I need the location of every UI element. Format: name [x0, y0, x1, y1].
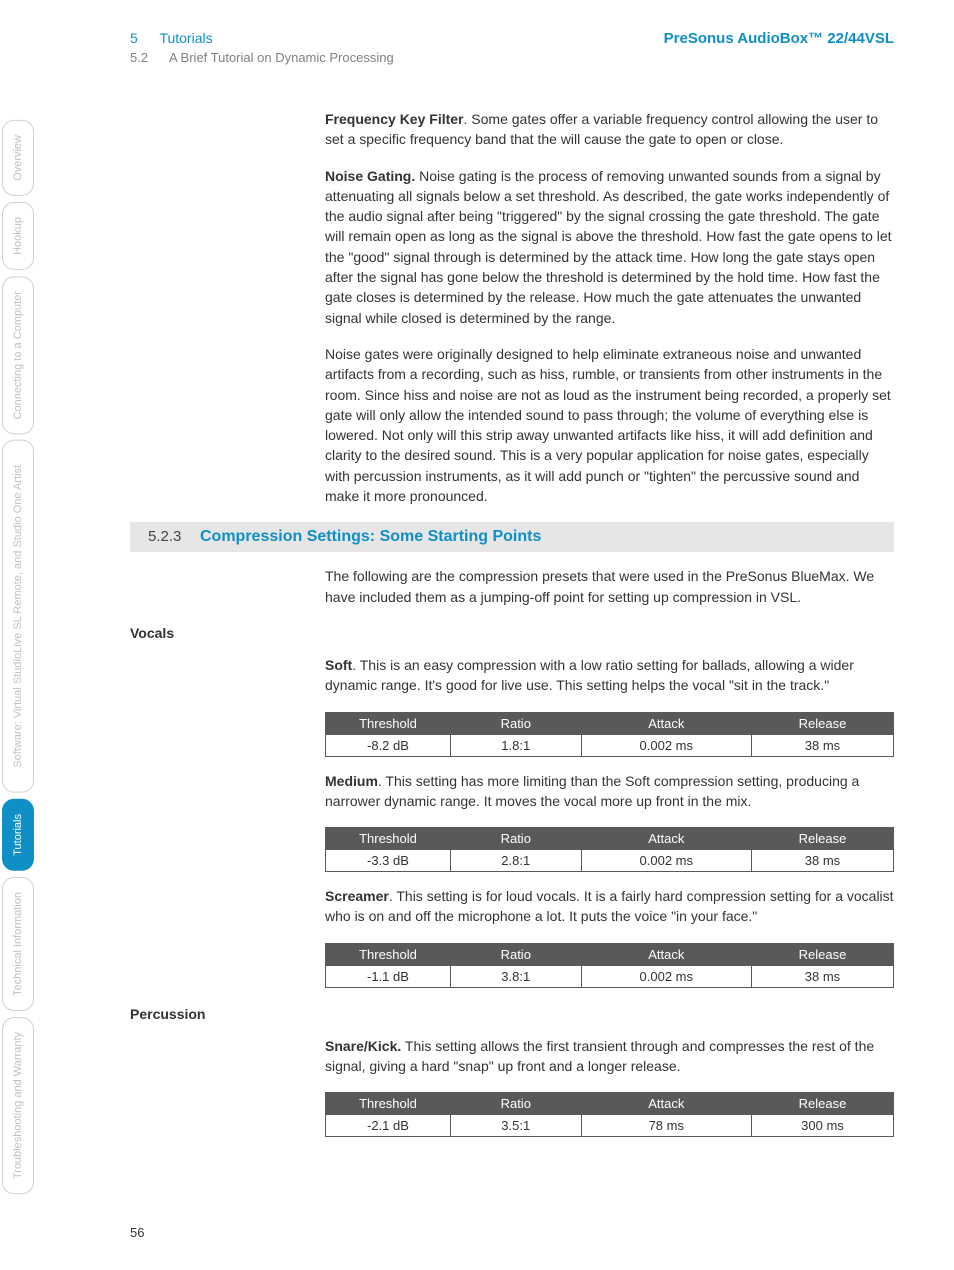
cell: 300 ms [751, 1115, 893, 1137]
page-header: 5 Tutorials 5.2 A Brief Tutorial on Dyna… [0, 0, 954, 65]
th-attack: Attack [581, 943, 751, 965]
subsection-number: 5.2 [130, 50, 148, 65]
para-noise-gating: Noise Gating. Noise gating is the proces… [325, 166, 894, 328]
section-intro: The following are the compression preset… [325, 566, 894, 607]
table-medium: Threshold Ratio Attack Release -3.3 dB 2… [325, 827, 894, 872]
subhead-vocals: Vocals [130, 625, 894, 641]
subsection-title: A Brief Tutorial on Dynamic Processing [169, 50, 394, 65]
page-number: 56 [130, 1225, 144, 1240]
bold-noise: Noise Gating. [325, 168, 415, 184]
para-freq-key-filter: Frequency Key Filter. Some gates offer a… [325, 109, 894, 150]
th-ratio: Ratio [450, 943, 581, 965]
cell: 3.8:1 [450, 965, 581, 987]
text-screamer: . This setting is for loud vocals. It is… [325, 888, 894, 924]
table-row: -8.2 dB 1.8:1 0.002 ms 38 ms [326, 734, 894, 756]
product-name: PreSonus AudioBox™ 22/44VSL [664, 30, 894, 65]
para-screamer: Screamer. This setting is for loud vocal… [325, 886, 894, 927]
cell: -1.1 dB [326, 965, 451, 987]
tab-connecting[interactable]: Connecting to a Computer [2, 276, 34, 434]
table-header-row: Threshold Ratio Attack Release [326, 943, 894, 965]
cell: -2.1 dB [326, 1115, 451, 1137]
cell: 38 ms [751, 734, 893, 756]
cell: 38 ms [751, 965, 893, 987]
para-noise-gates-history: Noise gates were originally designed to … [325, 344, 894, 506]
table-screamer: Threshold Ratio Attack Release -1.1 dB 3… [325, 943, 894, 988]
cell: 2.8:1 [450, 850, 581, 872]
chapter-number: 5 [130, 30, 138, 46]
para-medium: Medium. This setting has more limiting t… [325, 771, 894, 812]
th-attack: Attack [581, 712, 751, 734]
cell: 0.002 ms [581, 850, 751, 872]
para-soft: Soft. This is an easy compression with a… [325, 655, 894, 696]
text-noise: Noise gating is the process of removing … [325, 168, 892, 326]
table-header-row: Threshold Ratio Attack Release [326, 1093, 894, 1115]
tab-software[interactable]: Software: Virtual StudioLive SL Remote, … [2, 440, 34, 793]
cell: 1.8:1 [450, 734, 581, 756]
table-soft: Threshold Ratio Attack Release -8.2 dB 1… [325, 712, 894, 757]
th-threshold: Threshold [326, 712, 451, 734]
th-release: Release [751, 943, 893, 965]
cell: 78 ms [581, 1115, 751, 1137]
cell: -3.3 dB [326, 850, 451, 872]
cell: -8.2 dB [326, 734, 451, 756]
tab-hookup[interactable]: Hookup [2, 202, 34, 270]
text-medium: . This setting has more limiting than th… [325, 773, 859, 809]
tab-troubleshooting[interactable]: Troubleshooting and Warranty [2, 1017, 34, 1194]
cell: 0.002 ms [581, 965, 751, 987]
th-attack: Attack [581, 828, 751, 850]
tab-technical[interactable]: Technical Information [2, 877, 34, 1011]
th-release: Release [751, 1093, 893, 1115]
section-title: Compression Settings: Some Starting Poin… [200, 528, 541, 546]
th-ratio: Ratio [450, 828, 581, 850]
table-row: -2.1 dB 3.5:1 78 ms 300 ms [326, 1115, 894, 1137]
tab-overview[interactable]: Overview [2, 120, 34, 196]
th-threshold: Threshold [326, 1093, 451, 1115]
header-left: 5 Tutorials 5.2 A Brief Tutorial on Dyna… [130, 30, 394, 65]
section-heading: 5.2.3 Compression Settings: Some Startin… [130, 522, 894, 552]
text-soft: . This is an easy compression with a low… [325, 657, 854, 693]
chapter-title: Tutorials [159, 30, 212, 46]
content: Frequency Key Filter. Some gates offer a… [130, 109, 894, 1137]
cell: 3.5:1 [450, 1115, 581, 1137]
bold-snare: Snare/Kick. [325, 1038, 401, 1054]
bold-freq: Frequency Key Filter [325, 111, 464, 127]
cell: 0.002 ms [581, 734, 751, 756]
text-snare: This setting allows the first transient … [325, 1038, 874, 1074]
bold-medium: Medium [325, 773, 378, 789]
section-number: 5.2.3 [140, 528, 200, 546]
cell: 38 ms [751, 850, 893, 872]
th-attack: Attack [581, 1093, 751, 1115]
para-snare: Snare/Kick. This setting allows the firs… [325, 1036, 894, 1077]
tab-tutorials[interactable]: Tutorials [2, 799, 34, 871]
table-header-row: Threshold Ratio Attack Release [326, 828, 894, 850]
subhead-percussion: Percussion [130, 1006, 894, 1022]
table-snare: Threshold Ratio Attack Release -2.1 dB 3… [325, 1092, 894, 1137]
th-threshold: Threshold [326, 943, 451, 965]
table-header-row: Threshold Ratio Attack Release [326, 712, 894, 734]
table-row: -3.3 dB 2.8:1 0.002 ms 38 ms [326, 850, 894, 872]
bold-soft: Soft [325, 657, 352, 673]
th-threshold: Threshold [326, 828, 451, 850]
th-ratio: Ratio [450, 712, 581, 734]
table-row: -1.1 dB 3.8:1 0.002 ms 38 ms [326, 965, 894, 987]
th-release: Release [751, 828, 893, 850]
bold-screamer: Screamer [325, 888, 389, 904]
th-ratio: Ratio [450, 1093, 581, 1115]
side-tabs: Overview Hookup Connecting to a Computer… [2, 120, 42, 1200]
th-release: Release [751, 712, 893, 734]
